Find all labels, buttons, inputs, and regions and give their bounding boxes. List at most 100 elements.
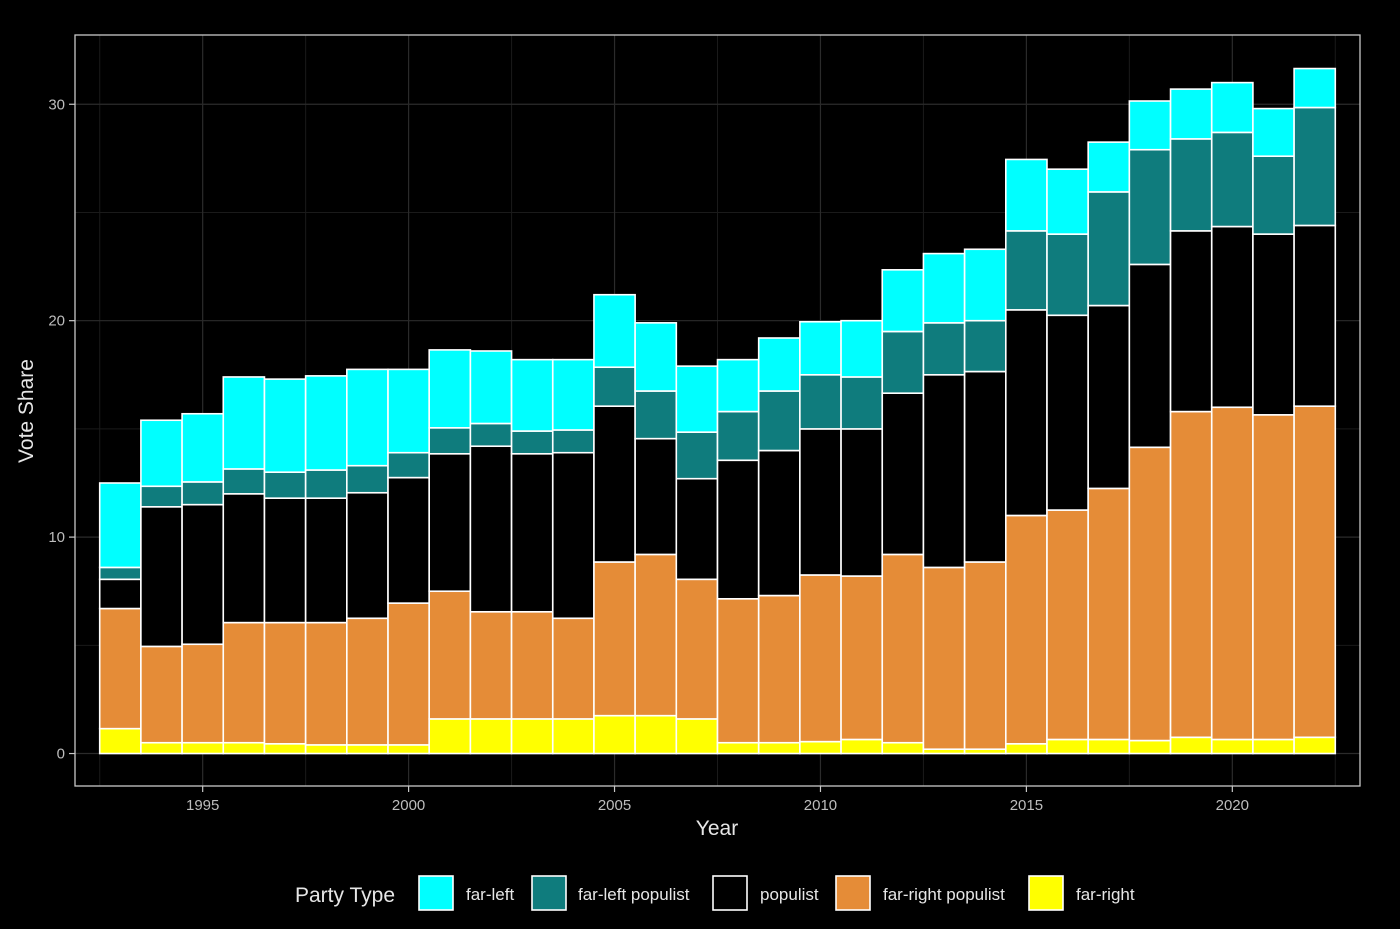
- bar-far-left-populist-2007: [675, 431, 719, 480]
- bar-far-right-1993: [98, 727, 142, 755]
- bar-far-left-1993: [98, 482, 142, 569]
- bar-far-left-populist-2013: [922, 322, 966, 376]
- bar-far-right-populist-1995: [181, 643, 225, 744]
- bar-far-right-populist-2005: [593, 561, 636, 717]
- bar-far-right-populist-2001: [428, 590, 472, 720]
- bar-far-right-2002: [469, 718, 513, 755]
- bar-far-right-2015: [1005, 742, 1048, 755]
- bar-far-left-populist-2006: [634, 390, 678, 440]
- bar-far-left-2005: [593, 293, 636, 369]
- bar-far-left-populist-2011: [840, 376, 884, 430]
- bar-far-left-populist-2020: [1210, 131, 1254, 228]
- legend-label-far-left-populist: far-left populist: [578, 885, 690, 904]
- bar-populist-2007: [675, 477, 719, 581]
- bar-populist-1994: [140, 506, 183, 648]
- bar-far-right-2008: [716, 741, 760, 755]
- bar-populist-2013: [922, 373, 966, 569]
- bar-far-left-2007: [675, 365, 719, 433]
- bar-populist-2003: [510, 452, 554, 613]
- bar-far-right-2021: [1252, 738, 1295, 755]
- legend-key-far-left-populist: [531, 875, 567, 911]
- bar-far-left-2010: [799, 320, 842, 376]
- bar-far-right-populist-1999: [346, 617, 389, 746]
- bar-far-left-2016: [1046, 168, 1089, 235]
- bar-far-left-populist-2015: [1005, 230, 1048, 311]
- bar-far-left-populist-2017: [1087, 191, 1131, 307]
- bar-populist-2020: [1210, 225, 1254, 409]
- bar-populist-2018: [1128, 263, 1172, 449]
- bar-far-left-2018: [1128, 100, 1172, 151]
- bar-far-left-populist-2014: [963, 319, 1007, 373]
- bar-far-right-populist-2019: [1169, 410, 1213, 739]
- bar-far-left-2002: [469, 350, 513, 425]
- bar-far-right-populist-1998: [304, 621, 348, 746]
- bar-far-left-2013: [922, 252, 966, 324]
- x-tick-label: 2015: [1010, 797, 1043, 814]
- bar-far-left-2015: [1005, 158, 1048, 232]
- bar-far-right-populist-2017: [1087, 487, 1131, 741]
- bar-far-right-2005: [593, 714, 636, 755]
- bar-far-right-2019: [1169, 736, 1213, 755]
- bars: [98, 67, 1337, 755]
- bar-populist-1993: [98, 578, 142, 610]
- bar-far-left-2021: [1252, 107, 1295, 157]
- bar-far-right-populist-2016: [1046, 509, 1089, 741]
- bar-far-left-populist-1993: [98, 566, 142, 581]
- bar-far-left-2004: [551, 358, 595, 431]
- bar-far-left-2009: [757, 337, 801, 392]
- bar-far-left-populist-2000: [387, 451, 430, 479]
- bar-far-right-populist-1993: [98, 607, 142, 730]
- bar-far-right-populist-2008: [716, 597, 760, 744]
- bar-populist-1998: [304, 497, 348, 624]
- bar-far-left-2001: [428, 349, 472, 429]
- bar-far-left-populist-2010: [799, 373, 842, 430]
- bar-far-right-1998: [304, 744, 348, 755]
- bar-far-left-populist-2002: [469, 422, 513, 448]
- bar-far-right-1999: [346, 744, 389, 755]
- x-axis: 1995 2000 2005 2010 2015 2020: [186, 786, 1249, 814]
- y-axis-title: Vote Share: [15, 359, 38, 463]
- bar-far-left-populist-2012: [881, 330, 925, 394]
- bar-far-left-populist-1996: [222, 468, 266, 495]
- bar-far-right-populist-2000: [387, 602, 430, 746]
- bar-far-left-populist-2018: [1128, 148, 1172, 266]
- bar-far-left-populist-2019: [1169, 138, 1213, 232]
- bar-populist-2002: [469, 445, 513, 613]
- x-tick-label: 2005: [598, 797, 631, 814]
- bar-populist-2008: [716, 459, 760, 600]
- legend-label-far-right-populist: far-right populist: [883, 885, 1005, 904]
- bar-far-right-populist-2007: [675, 578, 719, 720]
- bar-far-left-2022: [1293, 67, 1337, 109]
- bar-far-right-populist-2011: [840, 575, 884, 741]
- bar-far-right-populist-2021: [1252, 414, 1295, 741]
- bar-far-left-2008: [716, 358, 760, 413]
- bar-far-left-populist-1997: [263, 471, 307, 499]
- legend: Party Type far-left far-left populist popu…: [295, 875, 1135, 911]
- bar-far-right-2007: [675, 718, 719, 755]
- bar-far-right-1994: [140, 741, 183, 755]
- bar-populist-2006: [634, 437, 678, 556]
- bar-far-right-2018: [1128, 739, 1172, 755]
- bar-far-right-populist-2014: [963, 561, 1007, 751]
- legend-label-far-right: far-right: [1076, 885, 1135, 904]
- bar-far-right-populist-1996: [222, 621, 266, 744]
- bar-far-right-2006: [634, 714, 678, 755]
- y-tick-label: 0: [57, 746, 65, 763]
- legend-label-far-left: far-left: [466, 885, 514, 904]
- x-tick-label: 2000: [392, 797, 425, 814]
- bar-populist-1999: [346, 491, 389, 620]
- bar-far-left-1997: [263, 378, 307, 473]
- bar-far-right-populist-2010: [799, 574, 842, 743]
- bar-far-right-2016: [1046, 738, 1089, 755]
- x-tick-label: 1995: [186, 797, 219, 814]
- bar-far-right-1996: [222, 741, 266, 755]
- bar-populist-2010: [799, 428, 842, 576]
- bar-far-left-populist-2004: [551, 429, 595, 454]
- bar-far-left-populist-2022: [1293, 106, 1337, 227]
- y-tick-label: 20: [48, 313, 65, 330]
- bar-far-right-2020: [1210, 738, 1254, 755]
- bar-far-right-2009: [757, 741, 801, 755]
- bar-far-left-populist-1999: [346, 464, 389, 494]
